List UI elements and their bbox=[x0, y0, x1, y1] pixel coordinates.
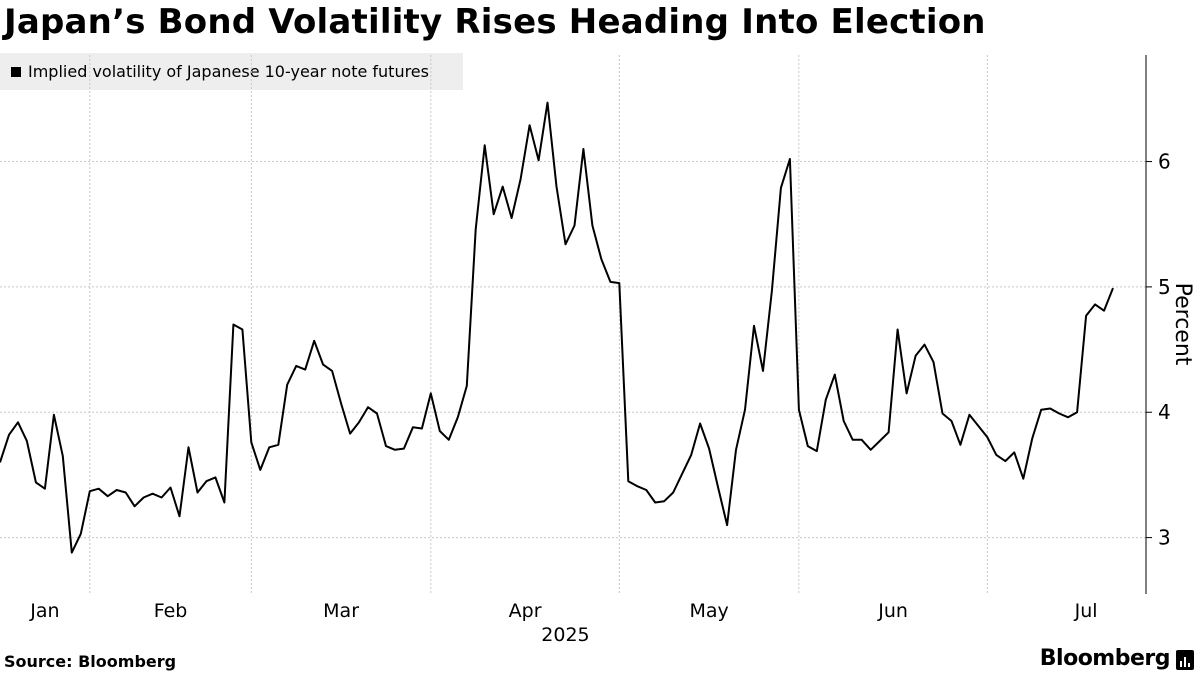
y-axis-title: Percent bbox=[1170, 283, 1195, 366]
bloomberg-bars-icon bbox=[1176, 650, 1194, 670]
x-tick-label: Feb bbox=[154, 600, 188, 622]
x-axis-year-label: 2025 bbox=[541, 624, 589, 646]
source-note: Source: Bloomberg bbox=[4, 652, 177, 671]
x-tick-label: Mar bbox=[323, 600, 359, 622]
x-tick-label: Apr bbox=[509, 600, 542, 622]
x-tick-label: Jul bbox=[1074, 600, 1098, 622]
y-tick-label: 4 bbox=[1158, 400, 1171, 424]
chart-title: Japan’s Bond Volatility Rises Heading In… bbox=[4, 2, 986, 42]
x-tick-label: Jun bbox=[877, 600, 908, 622]
legend-label: Implied volatility of Japanese 10-year n… bbox=[28, 62, 429, 81]
series-line bbox=[0, 101, 1114, 554]
legend: Implied volatility of Japanese 10-year n… bbox=[0, 53, 463, 90]
x-tick-label: May bbox=[689, 600, 728, 622]
x-tick-label: Jan bbox=[29, 600, 59, 622]
brand-logo: Bloomberg bbox=[1039, 646, 1171, 671]
y-tick-label: 3 bbox=[1158, 526, 1171, 550]
y-tick-label: 6 bbox=[1158, 150, 1171, 174]
legend-swatch bbox=[11, 67, 21, 77]
y-tick-label: 5 bbox=[1158, 275, 1171, 299]
